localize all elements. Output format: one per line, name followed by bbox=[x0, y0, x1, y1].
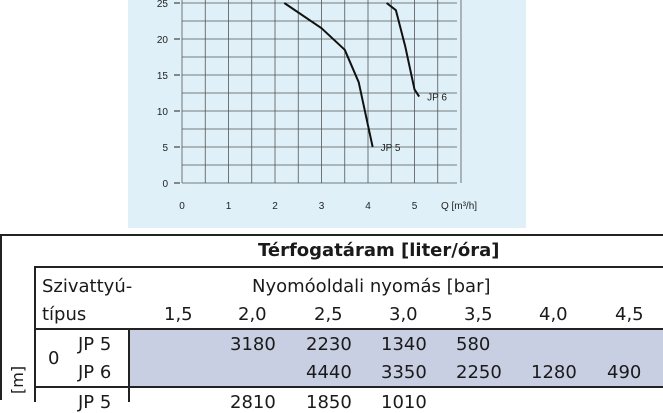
flow-value-cell: 1010 bbox=[381, 392, 427, 413]
x-tick-label: 0 bbox=[179, 201, 185, 212]
pump-type-header-2: típus bbox=[42, 304, 87, 325]
flow-value-cell: 1280 bbox=[531, 362, 577, 383]
y-tick-label: 15 bbox=[157, 71, 169, 82]
data-shade bbox=[130, 330, 663, 388]
pump-curve-chart: 0 1 2 3 4 5 0 5 10 15 20 25 Q [m³/h] JP 5 JP 6 bbox=[157, 0, 477, 212]
flow-value-cell: 2230 bbox=[306, 334, 352, 355]
y-tick-label: 5 bbox=[162, 143, 168, 154]
pressure-col-header: 2,0 bbox=[238, 304, 267, 325]
series-line-jp5 bbox=[283, 2, 374, 148]
series-label-jp6: JP 6 bbox=[427, 93, 447, 104]
pump-type-cell: JP 5 bbox=[78, 392, 112, 413]
table-title: Térfogatáram [liter/óra] bbox=[258, 240, 500, 261]
col-divider-left bbox=[34, 268, 36, 402]
y-tick-label: 20 bbox=[157, 35, 169, 46]
pump-type-cell: JP 6 bbox=[78, 362, 112, 383]
pressure-header: Nyomóoldali nyomás [bar] bbox=[252, 276, 491, 297]
x-tick-label: 1 bbox=[226, 201, 232, 212]
x-tick-label: 2 bbox=[272, 201, 278, 212]
x-tick-label: 3 bbox=[319, 201, 325, 212]
pressure-col-header: 4,5 bbox=[615, 304, 644, 325]
x-tick-label: 5 bbox=[412, 201, 418, 212]
row-group-label: 0 bbox=[48, 348, 60, 369]
pressure-col-header: 2,5 bbox=[314, 304, 343, 325]
chart-panel: 0 1 2 3 4 5 0 5 10 15 20 25 Q [m³/h] JP 5 JP 6 bbox=[128, 0, 526, 228]
flow-value-cell: 3180 bbox=[230, 334, 276, 355]
y-tick-label: 10 bbox=[157, 107, 169, 118]
pump-type-header-1: Szivattyú- bbox=[42, 276, 133, 297]
flow-value-cell: 580 bbox=[456, 334, 491, 355]
flow-value-cell: 2810 bbox=[230, 392, 276, 413]
flow-value-cell: 2250 bbox=[456, 362, 502, 383]
pressure-col-header: 4,0 bbox=[539, 304, 568, 325]
flow-value-cell: 3350 bbox=[381, 362, 427, 383]
series-label-jp5: JP 5 bbox=[381, 143, 401, 154]
y-tick-label: 0 bbox=[162, 179, 168, 190]
row-group-divider bbox=[34, 328, 663, 330]
unit-label: [m] bbox=[8, 365, 27, 394]
col-divider-type bbox=[128, 330, 130, 402]
pressure-col-header: 3,5 bbox=[464, 304, 493, 325]
x-tick-label: 4 bbox=[365, 201, 371, 212]
flow-value-cell: 4440 bbox=[306, 362, 352, 383]
flow-value-cell: 1340 bbox=[381, 334, 427, 355]
flow-rate-table: Térfogatáram [liter/óra] Szivattyú- típu… bbox=[0, 234, 663, 413]
table-header-divider bbox=[34, 266, 663, 268]
x-axis-label: Q [m³/h] bbox=[441, 201, 477, 212]
pump-type-cell: JP 5 bbox=[78, 334, 112, 355]
row-group-divider-2 bbox=[34, 386, 663, 388]
y-tick-label: 25 bbox=[157, 0, 169, 10]
pressure-col-header: 1,5 bbox=[164, 304, 193, 325]
series-line-jp6 bbox=[385, 2, 420, 98]
flow-value-cell: 490 bbox=[607, 362, 642, 383]
pressure-col-header: 3,0 bbox=[389, 304, 418, 325]
flow-value-cell: 1850 bbox=[306, 392, 352, 413]
